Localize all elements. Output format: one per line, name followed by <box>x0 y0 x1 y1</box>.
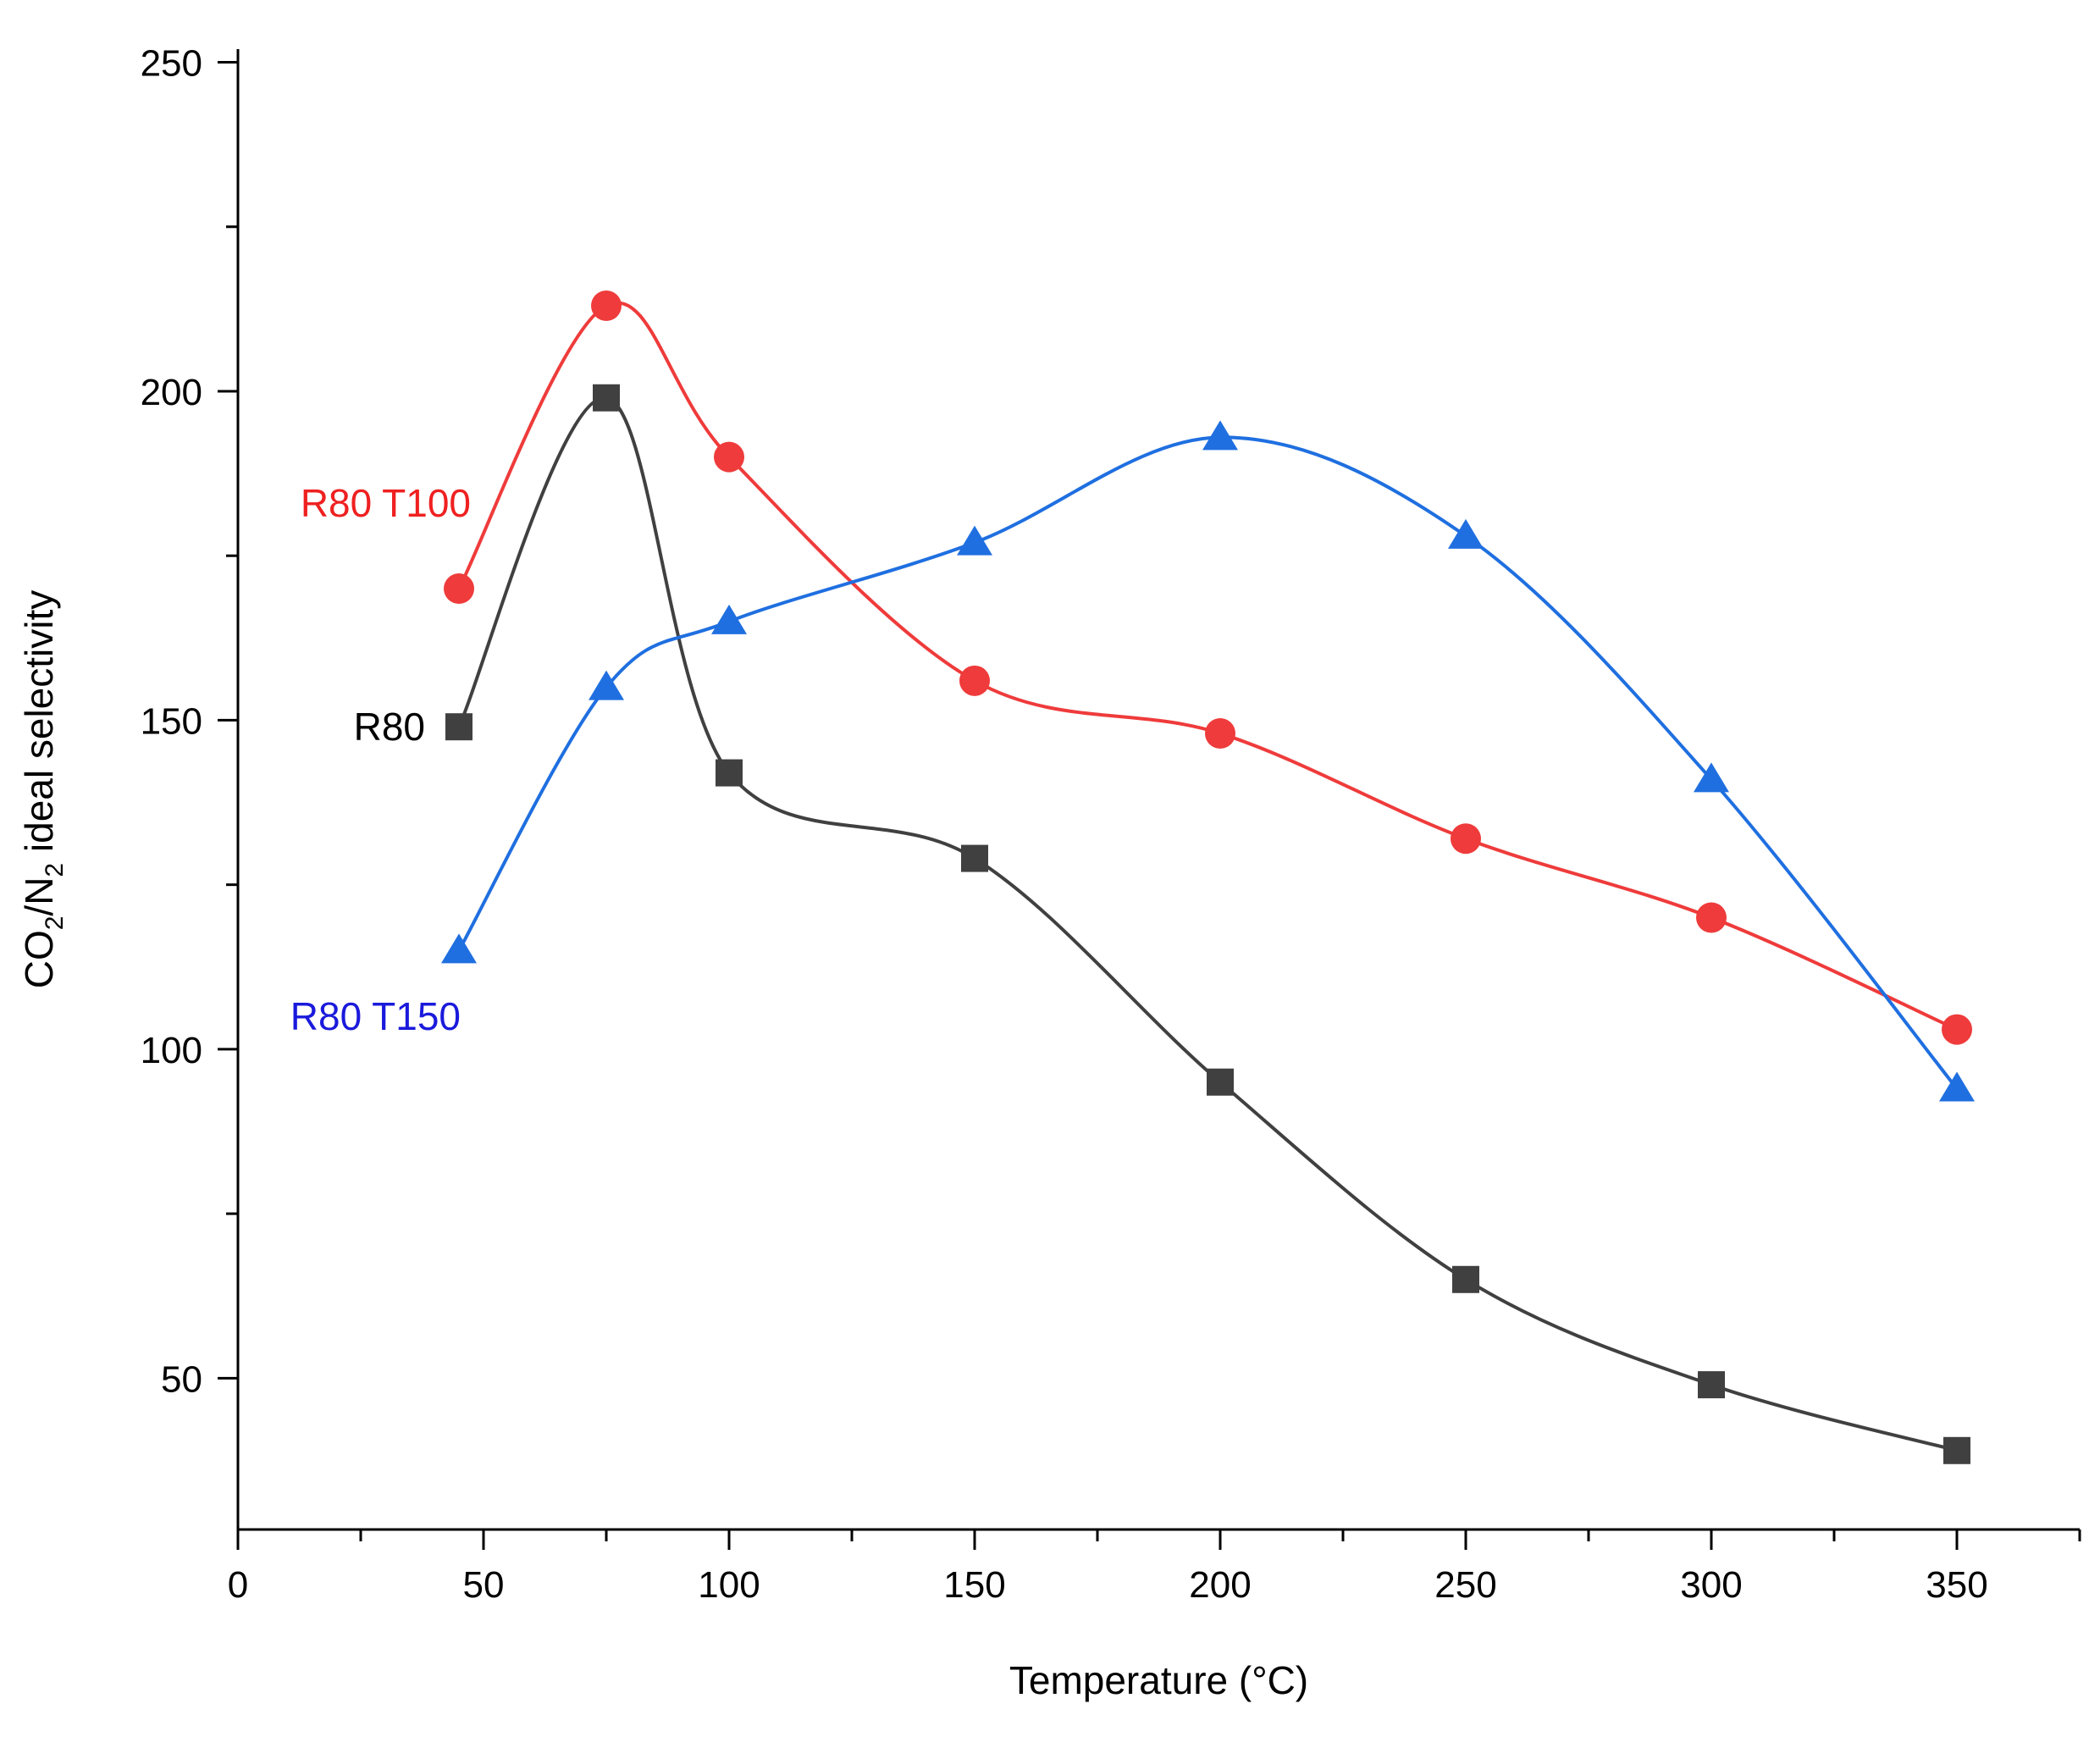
data-point-r80-t100 <box>1205 717 1235 749</box>
y-tick-label: 150 <box>141 700 202 742</box>
x-tick-label: 350 <box>1926 1564 1987 1606</box>
series-label-r80: R80 <box>354 705 425 749</box>
y-axis-title-part: 2 <box>41 863 69 877</box>
data-point-r80 <box>593 384 620 412</box>
y-tick-label: 250 <box>141 43 202 85</box>
series-markers <box>441 290 1975 1464</box>
data-point-r80-t100 <box>1696 902 1727 933</box>
y-tick-label: 100 <box>141 1030 202 1071</box>
y-tick-label: 50 <box>161 1358 202 1400</box>
data-point-r80-t100 <box>444 573 474 605</box>
data-point-r80 <box>445 713 472 741</box>
data-point-r80-t150 <box>589 670 624 700</box>
data-point-r80-t150 <box>1202 420 1238 451</box>
x-tick-label: 50 <box>463 1564 505 1606</box>
data-point-r80-t150 <box>1694 762 1729 793</box>
data-point-r80-t100 <box>959 665 990 696</box>
series-label-r80-t150: R80 T150 <box>290 994 461 1038</box>
y-axis-title: CO2/N2 ideal selectivity <box>17 590 69 989</box>
data-point-r80 <box>716 759 743 787</box>
data-point-r80-t150 <box>1448 518 1484 549</box>
x-tick-label: 0 <box>228 1564 248 1606</box>
axes: 0 50 100 150 200 250 300 350 50 100 150 200 250 <box>141 43 2081 1606</box>
y-axis-title-part: CO <box>17 930 61 988</box>
data-point-r80-t150 <box>711 604 747 634</box>
data-point-r80-t100 <box>714 441 744 473</box>
x-tick-label: 100 <box>698 1564 760 1606</box>
x-tick-label: 300 <box>1680 1564 1742 1606</box>
x-tick-label: 250 <box>1434 1564 1496 1606</box>
series-label-r80-t100: R80 T100 <box>301 481 471 525</box>
data-point-r80-t100 <box>1451 823 1481 855</box>
series-line-r80-t100 <box>457 301 1958 1032</box>
data-point-r80 <box>1452 1265 1479 1293</box>
data-point-r80-t150 <box>441 933 477 964</box>
y-axis-title-part: 2 <box>41 916 69 931</box>
data-point-r80 <box>1943 1436 1970 1464</box>
data-point-r80-t100 <box>591 290 622 321</box>
data-point-r80-t150 <box>1939 1071 1975 1102</box>
data-point-r80 <box>961 844 988 872</box>
data-point-r80 <box>1698 1371 1725 1399</box>
series-labels: R80 R80 T100 R80 T150 <box>290 481 471 1038</box>
y-tick-label: 200 <box>141 372 202 413</box>
y-axis-title-part: ideal selectivity <box>17 590 61 863</box>
y-axis-title-part: /N <box>17 877 61 916</box>
x-axis-title: Temperature (°C) <box>1009 1658 1308 1702</box>
data-point-r80 <box>1207 1068 1234 1096</box>
x-tick-label: 150 <box>943 1564 1005 1606</box>
data-point-r80-t100 <box>1942 1014 1972 1045</box>
data-point-r80-t150 <box>957 525 992 556</box>
series-line-r80-t150 <box>457 435 1959 1090</box>
series-line-r80 <box>457 396 1958 1452</box>
x-tick-label: 200 <box>1189 1564 1251 1606</box>
series-lines <box>457 301 1959 1452</box>
